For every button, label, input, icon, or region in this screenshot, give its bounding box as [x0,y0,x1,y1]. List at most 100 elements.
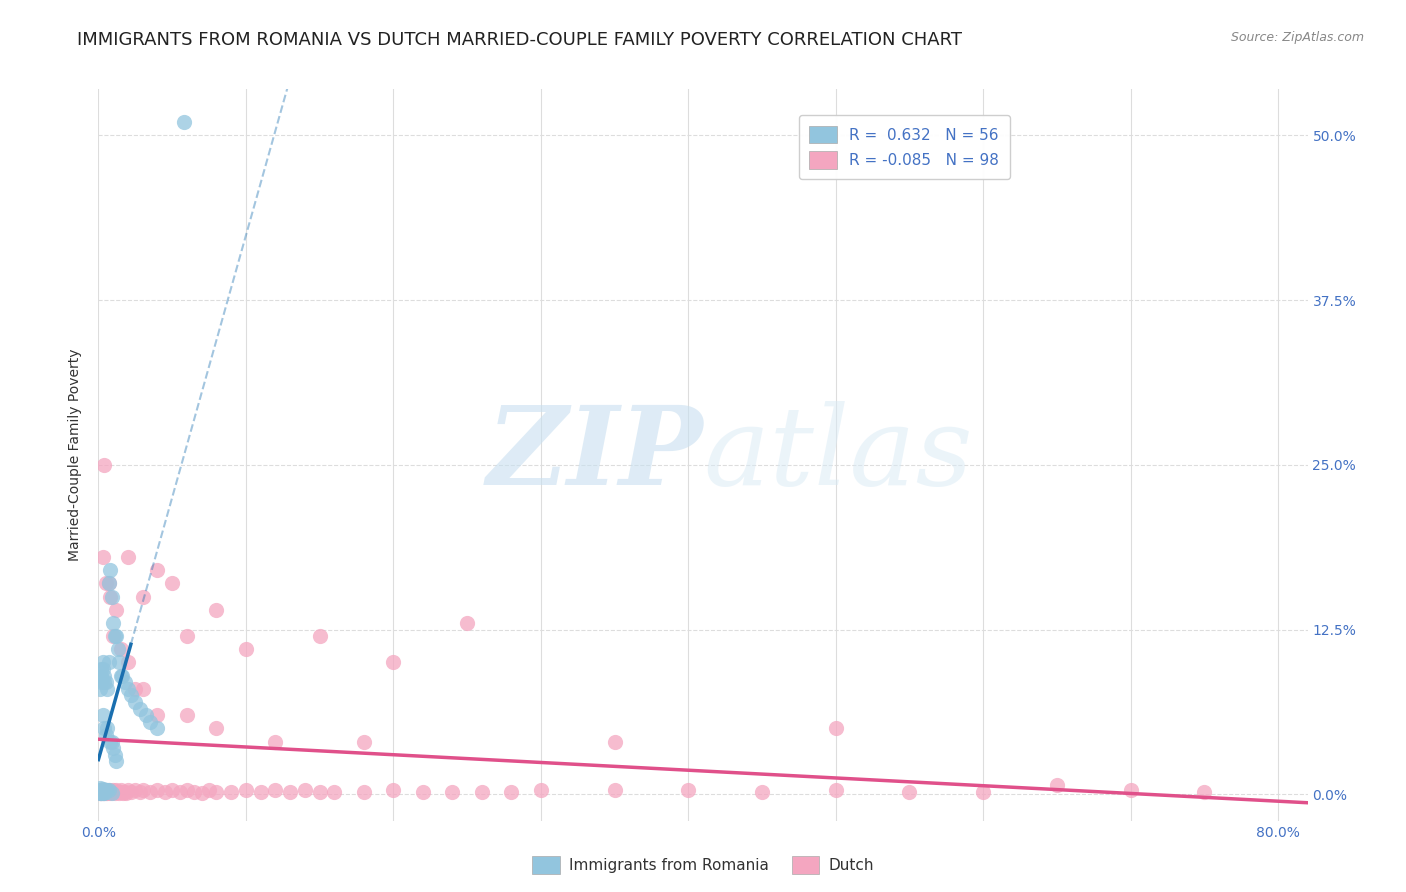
Point [603,783,626,797]
Point [105,629,128,643]
Point [117,681,139,696]
Text: IMMIGRANTS FROM ROMANIA VS DUTCH MARRIED-COUPLE FAMILY POVERTY CORRELATION CHART: IMMIGRANTS FROM ROMANIA VS DUTCH MARRIED… [77,31,962,49]
Y-axis label: Married-Couple Family Poverty: Married-Couple Family Poverty [69,349,83,561]
Point [94,675,117,690]
Point [114,675,136,690]
Point [105,755,128,769]
Point [146,722,169,736]
Point [98,563,121,577]
Point [90,783,112,797]
Point [176,783,198,797]
Point [94,783,117,797]
Point [323,784,346,798]
Point [678,783,700,797]
Point [117,656,139,670]
Point [249,784,271,798]
Point [89,780,111,795]
Point [264,783,287,797]
Point [139,784,162,798]
Point [98,734,121,748]
Point [124,681,146,696]
Point [111,668,134,682]
Point [89,784,111,798]
Point [93,458,115,472]
Point [100,784,122,798]
Text: Source: ZipAtlas.com: Source: ZipAtlas.com [1230,31,1364,45]
Point [264,734,287,748]
Point [146,563,169,577]
Point [139,714,162,729]
Point [1046,778,1069,792]
Point [101,615,124,630]
Point [153,784,176,798]
Point [198,783,221,797]
Point [308,784,330,798]
Text: atlas: atlas [703,401,973,508]
Point [105,783,128,797]
Point [90,786,112,800]
Point [91,662,114,676]
Point [97,784,120,798]
Point [183,784,205,798]
Point [97,783,120,797]
Point [91,656,114,670]
Point [105,603,128,617]
Point [353,784,375,798]
Point [108,786,131,800]
Point [90,675,112,690]
Point [93,784,115,798]
Point [91,782,114,797]
Point [131,590,153,604]
Point [90,786,112,800]
Text: ZIP: ZIP [486,401,703,508]
Point [91,784,114,798]
Point [603,734,626,748]
Point [94,728,117,742]
Point [471,784,494,798]
Point [89,786,111,800]
Point [96,784,118,798]
Point [90,668,112,682]
Point [101,784,124,798]
Point [89,786,111,800]
Point [98,590,121,604]
Point [530,783,553,797]
Legend: Immigrants from Romania, Dutch: Immigrants from Romania, Dutch [526,850,880,880]
Point [173,115,195,129]
Point [824,722,846,736]
Point [382,656,405,670]
Point [97,576,120,591]
Point [100,786,122,800]
Point [124,783,146,797]
Point [120,784,142,798]
Point [101,783,124,797]
Point [124,695,146,709]
Point [101,741,124,756]
Point [108,656,131,670]
Point [97,656,120,670]
Point [100,734,122,748]
Point [93,786,115,800]
Point [94,786,117,800]
Point [456,615,478,630]
Legend: R =  0.632   N = 56, R = -0.085   N = 98: R = 0.632 N = 56, R = -0.085 N = 98 [799,115,1010,179]
Point [91,783,114,797]
Point [114,784,136,798]
Point [98,784,121,798]
Point [751,784,773,798]
Point [111,784,134,798]
Point [104,786,127,800]
Point [112,786,135,800]
Point [98,786,121,800]
Point [93,786,115,800]
Point [382,783,405,797]
Point [176,629,198,643]
Point [190,786,212,800]
Point [89,784,111,798]
Point [176,708,198,723]
Point [219,784,242,798]
Point [107,784,129,798]
Point [160,576,183,591]
Point [120,689,142,703]
Point [90,783,112,797]
